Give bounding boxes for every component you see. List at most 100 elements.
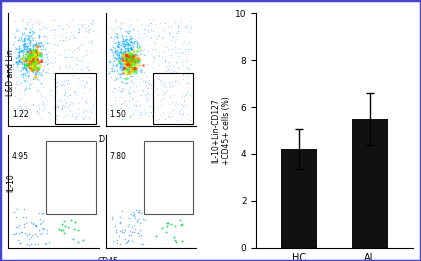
Point xyxy=(28,55,35,59)
Point xyxy=(12,19,19,23)
Point xyxy=(87,86,94,90)
Point xyxy=(17,46,24,50)
Point xyxy=(53,90,60,94)
Point xyxy=(22,59,29,63)
Point xyxy=(128,40,135,44)
Point xyxy=(129,60,136,64)
Point xyxy=(87,108,93,112)
Point xyxy=(43,211,49,215)
Point xyxy=(61,105,68,109)
Point xyxy=(51,106,57,111)
Point xyxy=(35,53,42,57)
Point xyxy=(182,93,189,97)
Point xyxy=(112,41,118,45)
Point xyxy=(21,42,27,46)
Point xyxy=(64,105,71,109)
Point xyxy=(184,25,191,29)
Point xyxy=(10,114,17,118)
Point xyxy=(29,67,36,72)
Point xyxy=(138,242,145,246)
Point xyxy=(131,90,137,94)
Point xyxy=(34,58,41,63)
Point xyxy=(128,54,135,58)
Point xyxy=(81,85,88,89)
Point xyxy=(136,234,143,238)
Point xyxy=(24,42,30,46)
Point xyxy=(31,36,37,40)
Point xyxy=(131,67,137,72)
Point xyxy=(112,20,119,24)
Point xyxy=(21,38,28,42)
Point xyxy=(30,67,37,71)
Point xyxy=(186,40,193,44)
Point xyxy=(123,29,130,33)
Point xyxy=(115,56,122,60)
Point xyxy=(32,52,39,56)
Point xyxy=(174,79,181,84)
Point xyxy=(27,48,33,52)
Point xyxy=(115,85,122,89)
Point xyxy=(135,58,142,62)
Point xyxy=(26,61,32,66)
Point xyxy=(127,56,133,60)
Point xyxy=(30,60,37,64)
Point xyxy=(23,54,30,58)
Point xyxy=(69,17,75,21)
Point xyxy=(124,42,131,46)
Point xyxy=(52,32,59,36)
Point xyxy=(43,55,50,59)
Point xyxy=(22,41,29,45)
Point xyxy=(120,58,126,62)
Point xyxy=(116,54,123,58)
Point xyxy=(124,55,131,59)
Point xyxy=(163,85,169,90)
Point xyxy=(123,63,130,67)
Point xyxy=(136,110,143,115)
Point xyxy=(75,101,82,105)
Point xyxy=(29,32,36,36)
Point xyxy=(21,207,28,211)
Point xyxy=(24,49,31,53)
Point xyxy=(24,34,31,38)
Point xyxy=(23,74,30,79)
Point xyxy=(49,61,56,66)
Point xyxy=(124,68,131,72)
Point xyxy=(18,48,24,52)
Point xyxy=(36,112,43,116)
Point xyxy=(119,62,125,66)
Point xyxy=(176,109,183,113)
Point xyxy=(21,47,27,51)
Point xyxy=(33,49,40,53)
Point xyxy=(15,61,21,65)
Point xyxy=(51,30,58,34)
Point xyxy=(29,49,36,54)
Point xyxy=(135,116,141,120)
Point xyxy=(18,35,24,39)
Point xyxy=(75,27,82,31)
Point xyxy=(24,110,31,114)
Point xyxy=(130,67,137,71)
Point xyxy=(79,23,86,27)
Point xyxy=(22,79,29,83)
Point xyxy=(108,217,115,222)
Point xyxy=(162,21,168,25)
Point xyxy=(31,55,38,60)
Point xyxy=(23,46,30,50)
Point xyxy=(175,23,181,28)
Point xyxy=(121,61,128,65)
Point xyxy=(131,55,138,60)
Point xyxy=(124,53,131,57)
Point xyxy=(29,61,36,65)
Point xyxy=(37,116,44,121)
Point xyxy=(23,51,30,55)
Point xyxy=(117,58,124,62)
Point xyxy=(62,87,69,91)
Point xyxy=(123,60,129,64)
Point xyxy=(178,107,185,111)
Point xyxy=(122,40,129,44)
Point xyxy=(69,55,75,59)
Point xyxy=(117,51,124,55)
Point xyxy=(17,117,24,121)
Point xyxy=(151,55,158,60)
Point xyxy=(37,222,43,226)
